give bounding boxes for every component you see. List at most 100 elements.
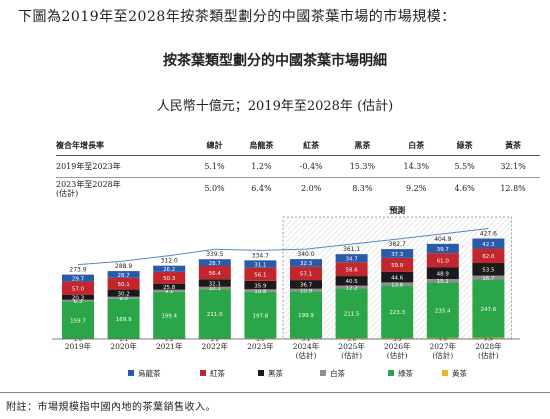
total-label: 339.5 [206, 251, 223, 258]
data-label: 1.0 [74, 337, 83, 343]
data-label: 10.8 [254, 289, 267, 295]
data-label: 28.7 [117, 273, 130, 279]
data-label: 247.6 [481, 307, 497, 313]
x-tick-label: 2025年 [338, 341, 365, 351]
data-label: 5.5 [484, 337, 493, 343]
total-label: 404.9 [434, 236, 451, 243]
bar-segment [335, 338, 368, 339]
cagr-cell: 5.5% [443, 155, 487, 178]
data-label: 16.7 [482, 276, 495, 282]
total-label: 427.6 [480, 231, 497, 238]
x-tick-label: (估計) [341, 350, 362, 360]
cagr-cell: 5.0% [204, 184, 225, 194]
data-label: 20.3 [72, 296, 85, 302]
bar-segment [244, 260, 277, 268]
data-label: 29.7 [72, 276, 85, 282]
bar-segment [198, 279, 231, 287]
data-label: 35.9 [254, 283, 267, 289]
bar-segment [62, 301, 94, 339]
data-label: 10.1 [209, 286, 221, 292]
data-label: 1.2 [210, 337, 219, 343]
total-label: 361.1 [343, 246, 360, 253]
bar-segment [290, 288, 322, 292]
x-tick-label: 2024年 [293, 341, 320, 351]
data-label: 159.7 [70, 318, 86, 324]
cagr-header-white: 白茶 [389, 136, 444, 156]
data-label: 31.1 [254, 262, 266, 268]
cagr-cell: 4.6% [454, 184, 475, 194]
bar-segment [107, 289, 140, 297]
bar-segment [62, 299, 94, 302]
data-label: 44.6 [391, 275, 404, 281]
bar-segment [472, 279, 505, 338]
data-label: 50.1 [117, 282, 129, 288]
data-label: 1.2 [165, 337, 174, 343]
bar-segment [472, 337, 505, 339]
bar-segment [107, 296, 140, 299]
bar-segment [198, 259, 231, 266]
cagr-cell: 15.3% [335, 155, 390, 178]
legend-label: 黑茶 [268, 368, 283, 378]
cagr-cell: 5.1% [192, 155, 236, 178]
x-tick-label: 2028年 [475, 341, 502, 351]
legend-label: 綠茶 [398, 368, 413, 378]
bar-segment [335, 288, 368, 339]
legend-swatch [128, 370, 134, 376]
data-label: 56.1 [254, 273, 266, 279]
data-label: 6.3 [74, 299, 83, 305]
total-label: 382.7 [389, 241, 406, 248]
total-label: 334.7 [252, 252, 269, 259]
data-label: 13.6 [391, 282, 404, 288]
data-label: 235.4 [435, 308, 451, 314]
bar-segment [198, 289, 231, 339]
data-label: 3.0 [256, 337, 265, 343]
data-label: 58.6 [345, 267, 358, 273]
total-trend-line [77, 228, 489, 266]
data-label: 61.0 [437, 259, 450, 265]
bar-segment [381, 338, 414, 339]
bar-segment [290, 266, 322, 281]
bar-segment [472, 238, 505, 249]
data-label: 42.3 [482, 242, 495, 248]
legend-label: 白茶 [330, 368, 345, 378]
legend-label: 烏龍茶 [138, 368, 161, 378]
cagr-row: 2023年至2028年 (估計) 5.0% 6.4% 2.0% 8.3% 9.2… [56, 178, 540, 200]
cagr-cell: -0.4% [286, 155, 336, 178]
data-label: 1.1 [119, 337, 128, 343]
total-label: 273.9 [69, 267, 86, 274]
cagr-header-yellow: 黃茶 [486, 136, 540, 156]
bar-segment [381, 271, 414, 283]
data-label: 56.4 [209, 271, 222, 277]
total-label: 340.0 [297, 251, 314, 258]
x-tick-label: 2019年 [65, 341, 92, 351]
bar-segment [107, 277, 140, 290]
bar-segment [290, 259, 322, 267]
data-label: 40.5 [345, 279, 358, 285]
bar-segment [244, 267, 277, 281]
data-label: 3.6 [347, 337, 356, 343]
data-label: 30.2 [117, 291, 129, 297]
bar-segment [244, 280, 277, 290]
chart-title: 按茶葉類型劃分的中國茶葉市場明細 [163, 53, 387, 69]
data-label: 28.7 [209, 261, 222, 267]
cagr-header-label: 複合年增長率 [56, 136, 193, 156]
bar-segment [198, 265, 231, 280]
data-label: 25.8 [163, 285, 176, 291]
bar-segment [62, 294, 94, 300]
cagr-header-oolong: 烏龍茶 [235, 136, 287, 156]
cagr-header-total: 總計 [192, 136, 236, 156]
x-tick-label: 2020年 [110, 341, 137, 351]
data-label: 9.1 [165, 289, 174, 295]
bar-segment [426, 278, 459, 283]
bar-segment [153, 283, 186, 290]
data-label: 199.4 [161, 314, 177, 320]
bar-segment [153, 289, 186, 292]
data-label: 211.5 [344, 312, 360, 318]
bar-segment [472, 263, 505, 276]
total-label: 288.9 [115, 263, 132, 270]
data-label: 4.9 [438, 337, 447, 343]
cagr-cell: 1.2% [235, 155, 287, 178]
bar-segment [426, 267, 459, 279]
x-tick-label: 2022年 [202, 341, 229, 351]
bar-segment [107, 298, 140, 339]
